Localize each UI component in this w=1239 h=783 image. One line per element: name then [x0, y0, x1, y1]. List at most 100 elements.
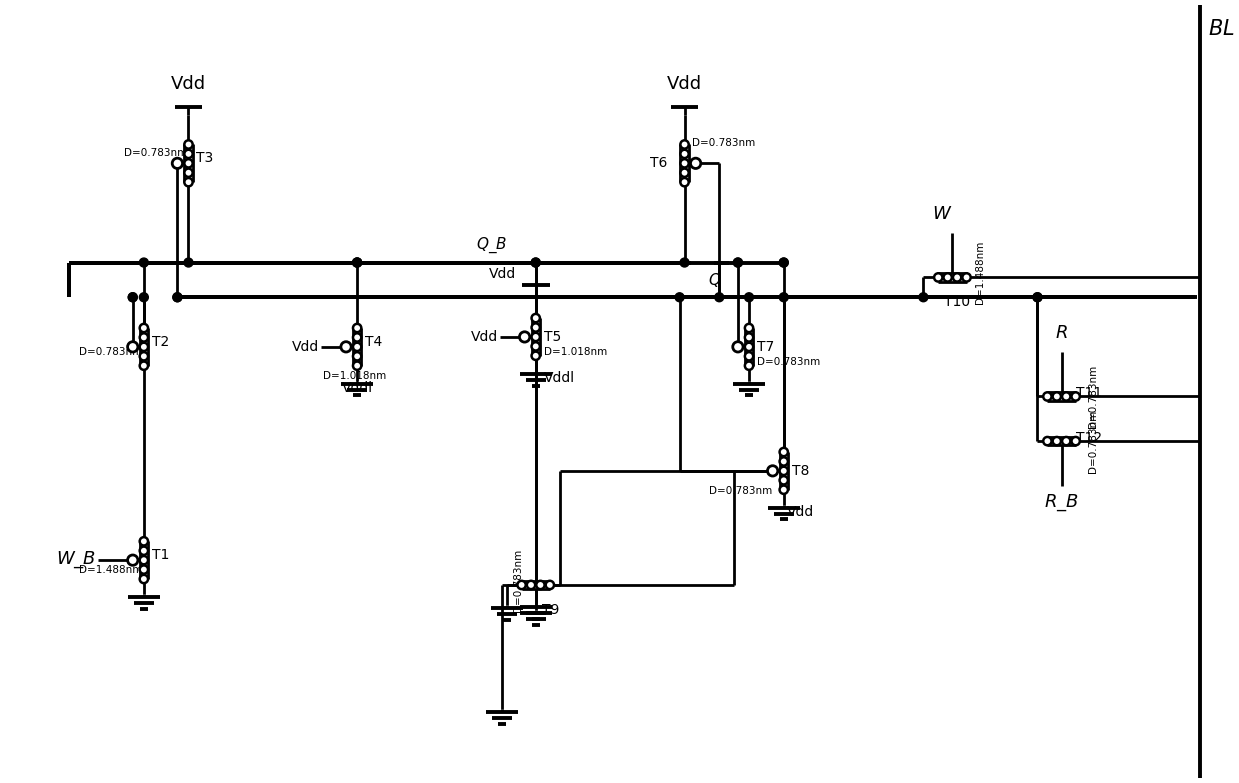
Text: D=0.783nm: D=0.783nm: [693, 139, 756, 149]
Text: D=0.783nm: D=0.783nm: [79, 347, 142, 357]
Text: D=0.783nm: D=0.783nm: [1088, 365, 1098, 428]
Circle shape: [140, 565, 147, 574]
Circle shape: [779, 448, 788, 456]
Circle shape: [532, 342, 540, 351]
Text: $W$: $W$: [932, 205, 953, 223]
Circle shape: [185, 168, 192, 177]
Circle shape: [341, 341, 351, 352]
Text: $Q\_B$: $Q\_B$: [476, 235, 507, 254]
Circle shape: [532, 333, 540, 341]
Circle shape: [1062, 392, 1070, 401]
Circle shape: [779, 258, 788, 267]
Circle shape: [519, 332, 530, 342]
Circle shape: [353, 258, 362, 267]
Text: D=1.018nm: D=1.018nm: [544, 347, 607, 357]
Circle shape: [1033, 293, 1042, 301]
Text: T10: T10: [944, 295, 970, 309]
Circle shape: [140, 362, 147, 370]
Circle shape: [129, 293, 138, 301]
Circle shape: [779, 457, 788, 466]
Text: T1: T1: [152, 548, 170, 562]
Text: T4: T4: [366, 335, 383, 349]
Circle shape: [1072, 392, 1080, 401]
Circle shape: [173, 293, 182, 301]
Text: D=1.488nm: D=1.488nm: [79, 565, 142, 575]
Circle shape: [532, 323, 540, 332]
Text: Vdd: Vdd: [667, 75, 703, 93]
Text: D=0.783nm: D=0.783nm: [710, 485, 773, 496]
Circle shape: [185, 140, 192, 149]
Circle shape: [745, 352, 753, 360]
Circle shape: [140, 352, 147, 360]
Circle shape: [779, 467, 788, 475]
Circle shape: [675, 293, 684, 301]
Circle shape: [745, 324, 753, 332]
Circle shape: [767, 466, 778, 476]
Text: D=1.018nm: D=1.018nm: [322, 370, 385, 381]
Text: Vdd: Vdd: [292, 340, 320, 354]
Circle shape: [140, 537, 147, 546]
Circle shape: [680, 178, 689, 186]
Circle shape: [745, 362, 753, 370]
Text: D=0.783nm: D=0.783nm: [757, 357, 820, 366]
Circle shape: [140, 293, 149, 301]
Circle shape: [140, 343, 147, 351]
Circle shape: [532, 258, 540, 267]
Text: $R$: $R$: [1056, 324, 1068, 342]
Circle shape: [715, 293, 724, 301]
Text: Vdd: Vdd: [787, 504, 814, 518]
Text: D=0.783nm: D=0.783nm: [124, 149, 187, 158]
Text: D=0.783nm: D=0.783nm: [1088, 410, 1098, 473]
Circle shape: [690, 158, 701, 168]
Circle shape: [518, 581, 525, 589]
Circle shape: [140, 575, 147, 583]
Circle shape: [140, 556, 147, 565]
Circle shape: [353, 258, 362, 267]
Circle shape: [140, 258, 149, 267]
Circle shape: [934, 273, 943, 282]
Circle shape: [963, 273, 970, 282]
Circle shape: [680, 258, 689, 267]
Circle shape: [185, 258, 193, 267]
Text: T11: T11: [1077, 387, 1103, 400]
Text: T9: T9: [541, 603, 559, 617]
Circle shape: [680, 168, 689, 177]
Circle shape: [745, 334, 753, 341]
Circle shape: [140, 334, 147, 341]
Circle shape: [680, 159, 689, 168]
Circle shape: [128, 341, 138, 352]
Circle shape: [185, 150, 192, 158]
Circle shape: [128, 555, 138, 565]
Text: Vdd: Vdd: [471, 330, 498, 344]
Circle shape: [1062, 437, 1070, 446]
Text: T7: T7: [757, 340, 774, 354]
Circle shape: [1033, 293, 1042, 301]
Text: T5: T5: [544, 330, 561, 344]
Text: Vddl: Vddl: [342, 381, 373, 395]
Text: T6: T6: [649, 157, 667, 171]
Circle shape: [733, 258, 742, 267]
Circle shape: [545, 581, 554, 589]
Circle shape: [1043, 437, 1052, 446]
Circle shape: [1053, 392, 1061, 401]
Circle shape: [185, 178, 192, 186]
Text: $R\_B$: $R\_B$: [1044, 493, 1079, 513]
Circle shape: [353, 324, 362, 332]
Circle shape: [353, 362, 362, 370]
Text: Vddl: Vddl: [544, 370, 575, 384]
Circle shape: [919, 293, 928, 301]
Circle shape: [527, 581, 535, 589]
Circle shape: [353, 343, 362, 351]
Circle shape: [353, 334, 362, 341]
Circle shape: [1043, 392, 1052, 401]
Circle shape: [532, 314, 540, 323]
Circle shape: [1072, 437, 1080, 446]
Circle shape: [140, 324, 147, 332]
Text: T12: T12: [1077, 431, 1103, 445]
Text: D=1.488nm: D=1.488nm: [975, 240, 985, 304]
Circle shape: [185, 159, 192, 168]
Circle shape: [733, 258, 742, 267]
Text: $W\_B$: $W\_B$: [56, 550, 97, 571]
Circle shape: [173, 293, 182, 301]
Text: Vdd: Vdd: [488, 267, 515, 281]
